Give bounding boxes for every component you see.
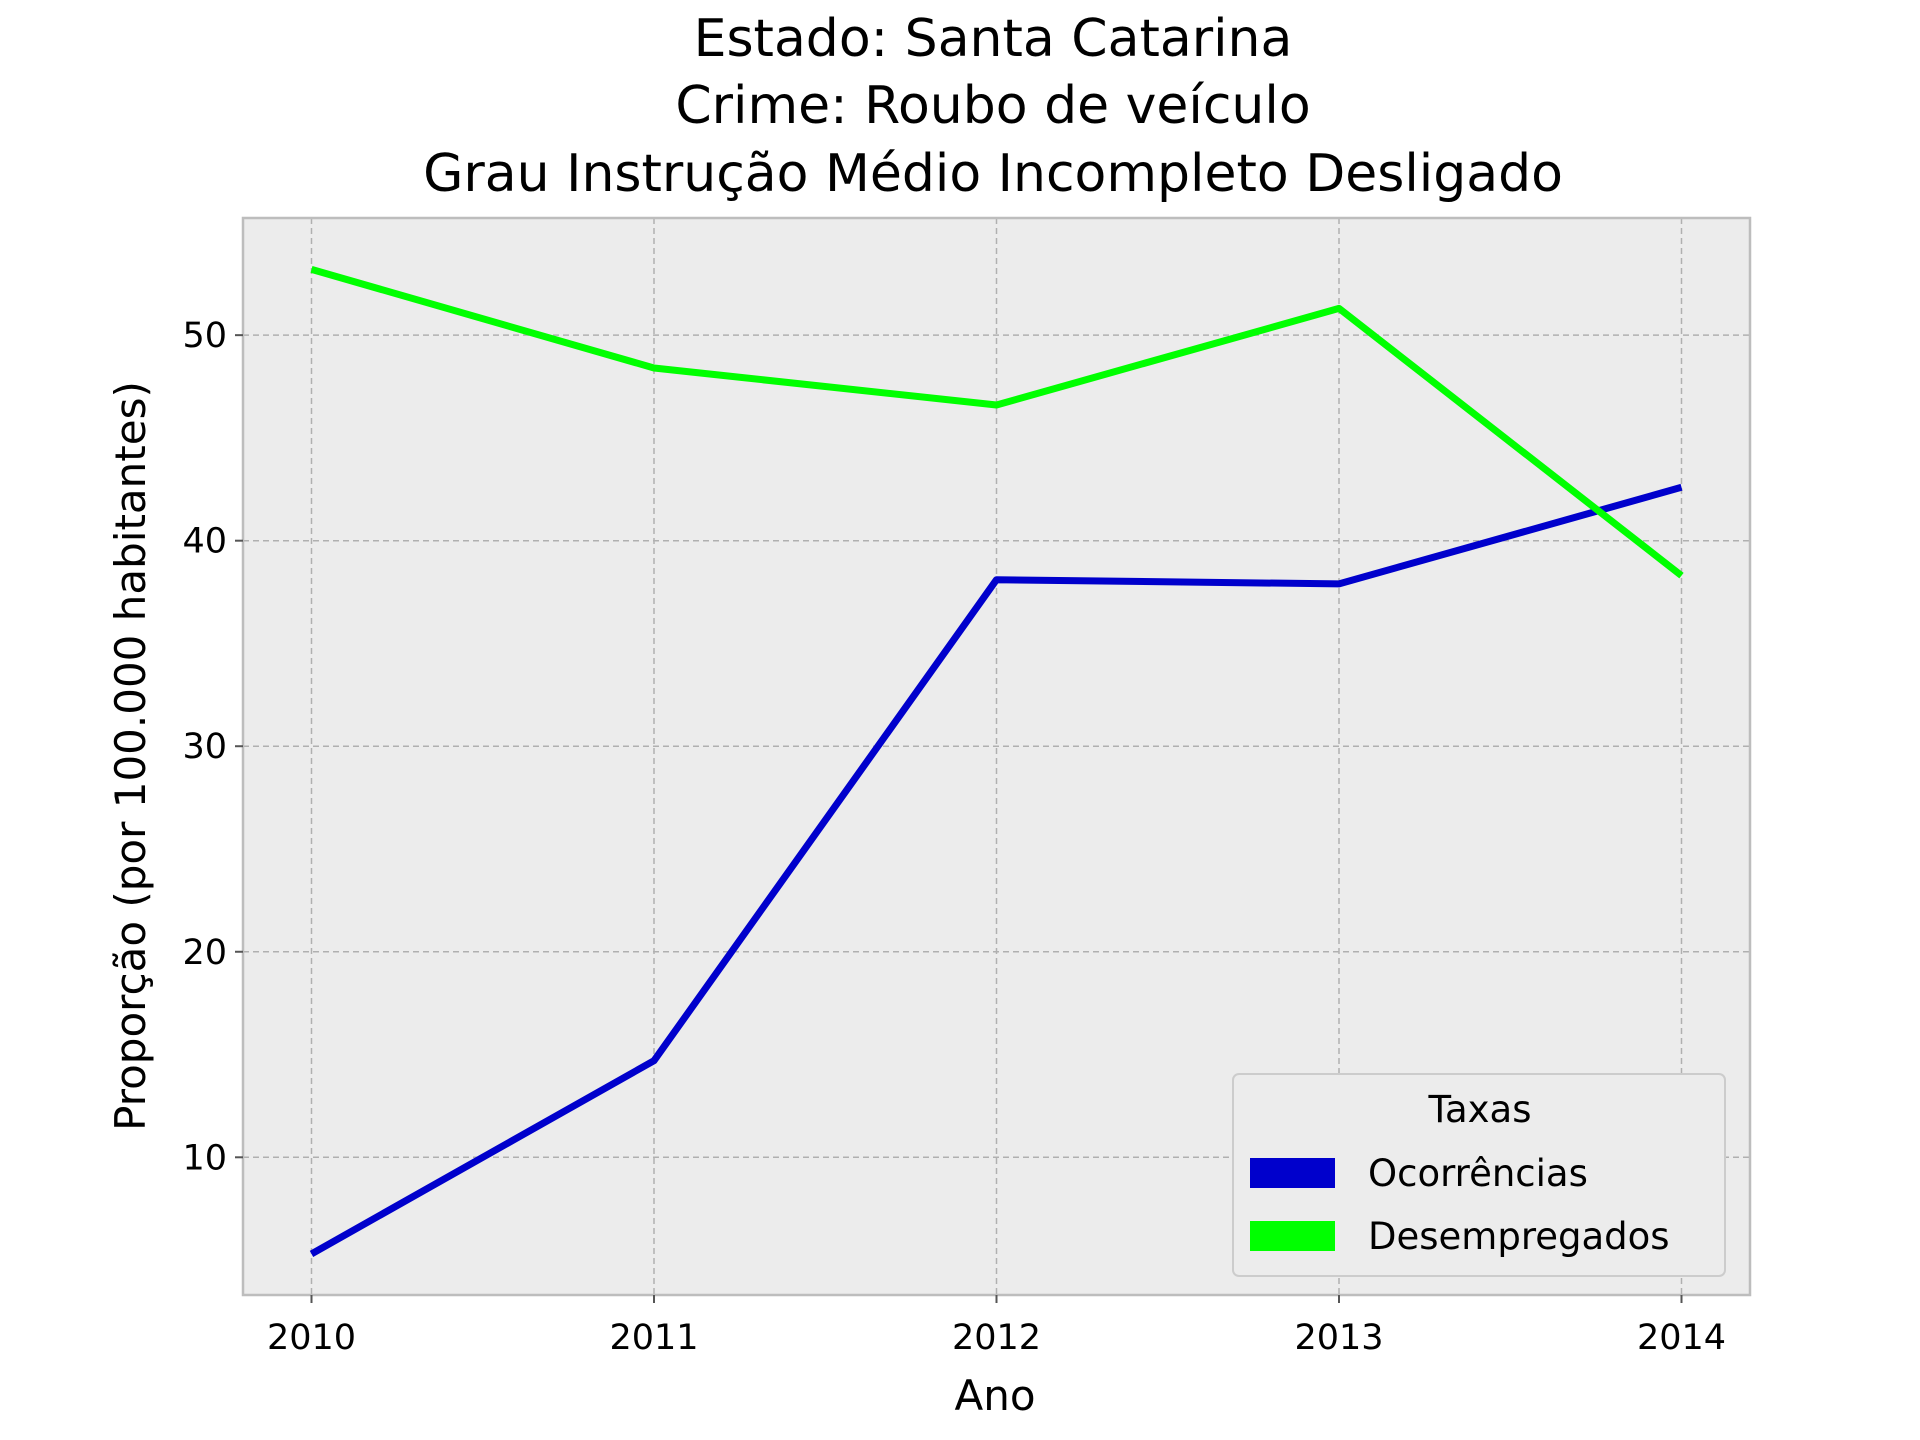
series-lines xyxy=(309,266,1684,1257)
legend: Taxas Ocorrências Desempregados xyxy=(1232,1073,1726,1277)
y-tick-label: 50 xyxy=(182,316,227,356)
x-tick-label: 2014 xyxy=(1637,1318,1726,1358)
x-tick-label: 2012 xyxy=(952,1318,1041,1358)
legend-title: Taxas xyxy=(1428,1088,1532,1131)
y-tick-label: 30 xyxy=(182,727,227,767)
x-tick-label: 2011 xyxy=(609,1318,698,1358)
series-line-ocorrencias xyxy=(309,483,1683,1257)
x-axis-label: Ano xyxy=(954,1371,1035,1420)
chart-title-line-3: Grau Instrução Médio Incompleto Desligad… xyxy=(423,144,1563,204)
y-tick-label: 40 xyxy=(182,522,227,562)
legend-label-ocorrencias: Ocorrências xyxy=(1368,1152,1588,1195)
x-tick-label: 2013 xyxy=(1294,1318,1383,1358)
x-tick-label: 2010 xyxy=(267,1318,356,1358)
chart-title-line-1: Estado: Santa Catarina xyxy=(694,9,1293,69)
legend-label-desempregados: Desempregados xyxy=(1368,1215,1670,1258)
legend-box xyxy=(1232,1073,1726,1277)
series-line-desempregados xyxy=(310,266,1684,579)
legend-swatch-ocorrencias xyxy=(1250,1158,1335,1188)
y-axis-label: Proporção (por 100.000 habitantes) xyxy=(106,381,155,1131)
x-axis-ticks: 2010 2011 2012 2013 2014 xyxy=(267,1295,1726,1358)
legend-swatch-desempregados xyxy=(1250,1221,1335,1251)
y-axis-ticks: 10 20 30 40 50 xyxy=(182,316,243,1178)
y-tick-label: 20 xyxy=(182,933,227,973)
chart-title-line-2: Crime: Roubo de veículo xyxy=(675,76,1310,136)
y-tick-label: 10 xyxy=(182,1138,227,1178)
